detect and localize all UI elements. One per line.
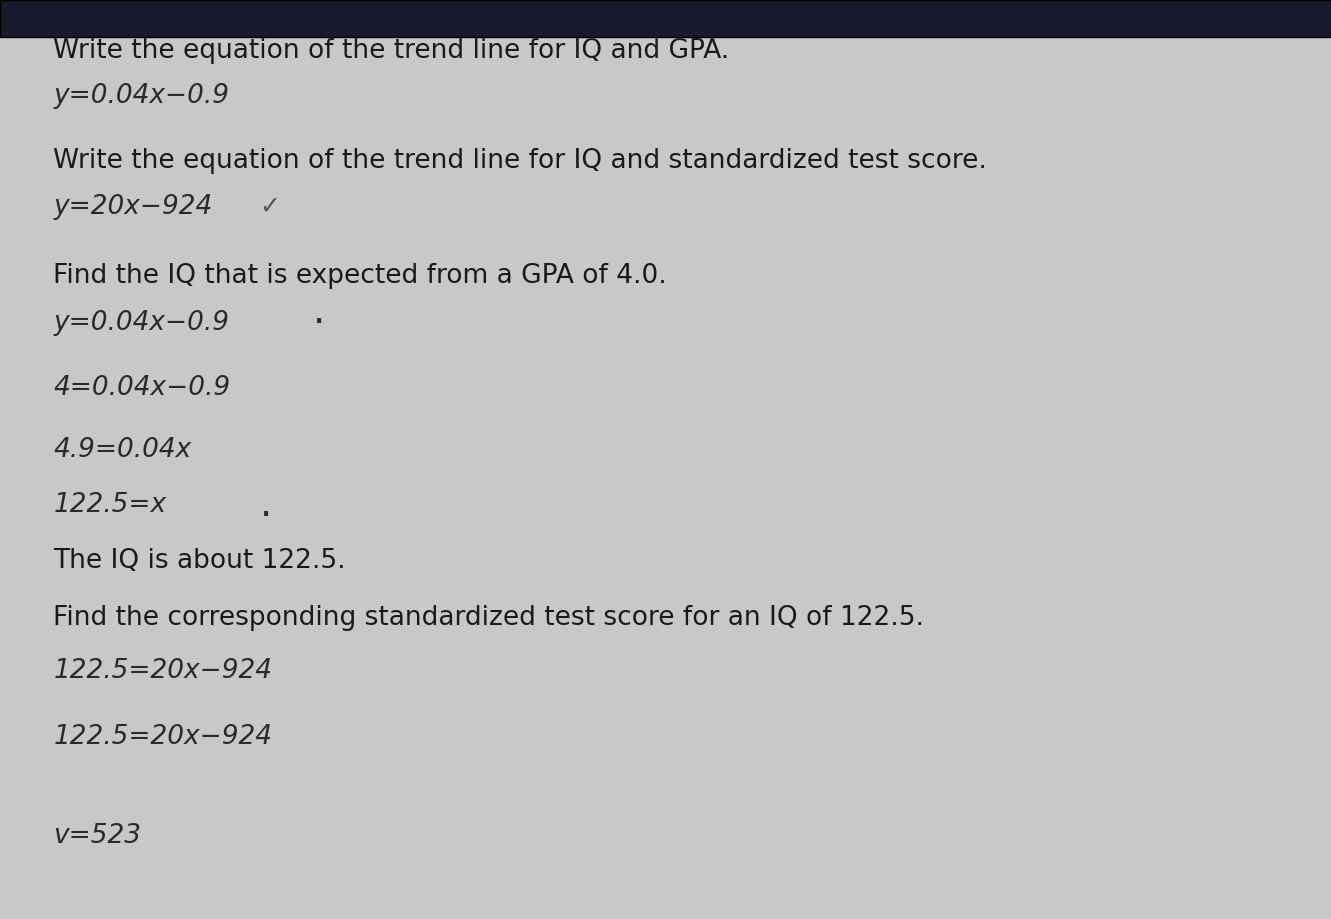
Text: ✓: ✓ (260, 195, 281, 219)
Text: Write the equation of the trend line for IQ and standardized test score.: Write the equation of the trend line for… (53, 148, 988, 174)
Text: Find the IQ that is expected from a GPA of 4.0.: Find the IQ that is expected from a GPA … (53, 263, 667, 289)
Text: 122.5=20x−924: 122.5=20x−924 (53, 658, 273, 684)
Text: .: . (260, 486, 272, 525)
Text: Find the corresponding standardized test score for an IQ of 122.5.: Find the corresponding standardized test… (53, 605, 924, 630)
Text: 122.5=20x−924: 122.5=20x−924 (53, 724, 273, 750)
Text: 4.9=0.04x: 4.9=0.04x (53, 437, 192, 463)
Text: v=523: v=523 (53, 823, 141, 849)
Text: y=0.04x−0.9: y=0.04x−0.9 (53, 311, 229, 336)
Text: 4=0.04x−0.9: 4=0.04x−0.9 (53, 375, 230, 401)
Text: y=0.04x−0.9: y=0.04x−0.9 (53, 84, 229, 109)
Text: 122.5=x: 122.5=x (53, 493, 166, 518)
Text: y=20x−924: y=20x−924 (53, 194, 213, 220)
FancyBboxPatch shape (0, 0, 1331, 37)
Text: ·: · (313, 304, 325, 343)
Text: The IQ is about 122.5.: The IQ is about 122.5. (53, 548, 346, 573)
Text: Write the equation of the trend line for IQ and GPA.: Write the equation of the trend line for… (53, 38, 729, 63)
